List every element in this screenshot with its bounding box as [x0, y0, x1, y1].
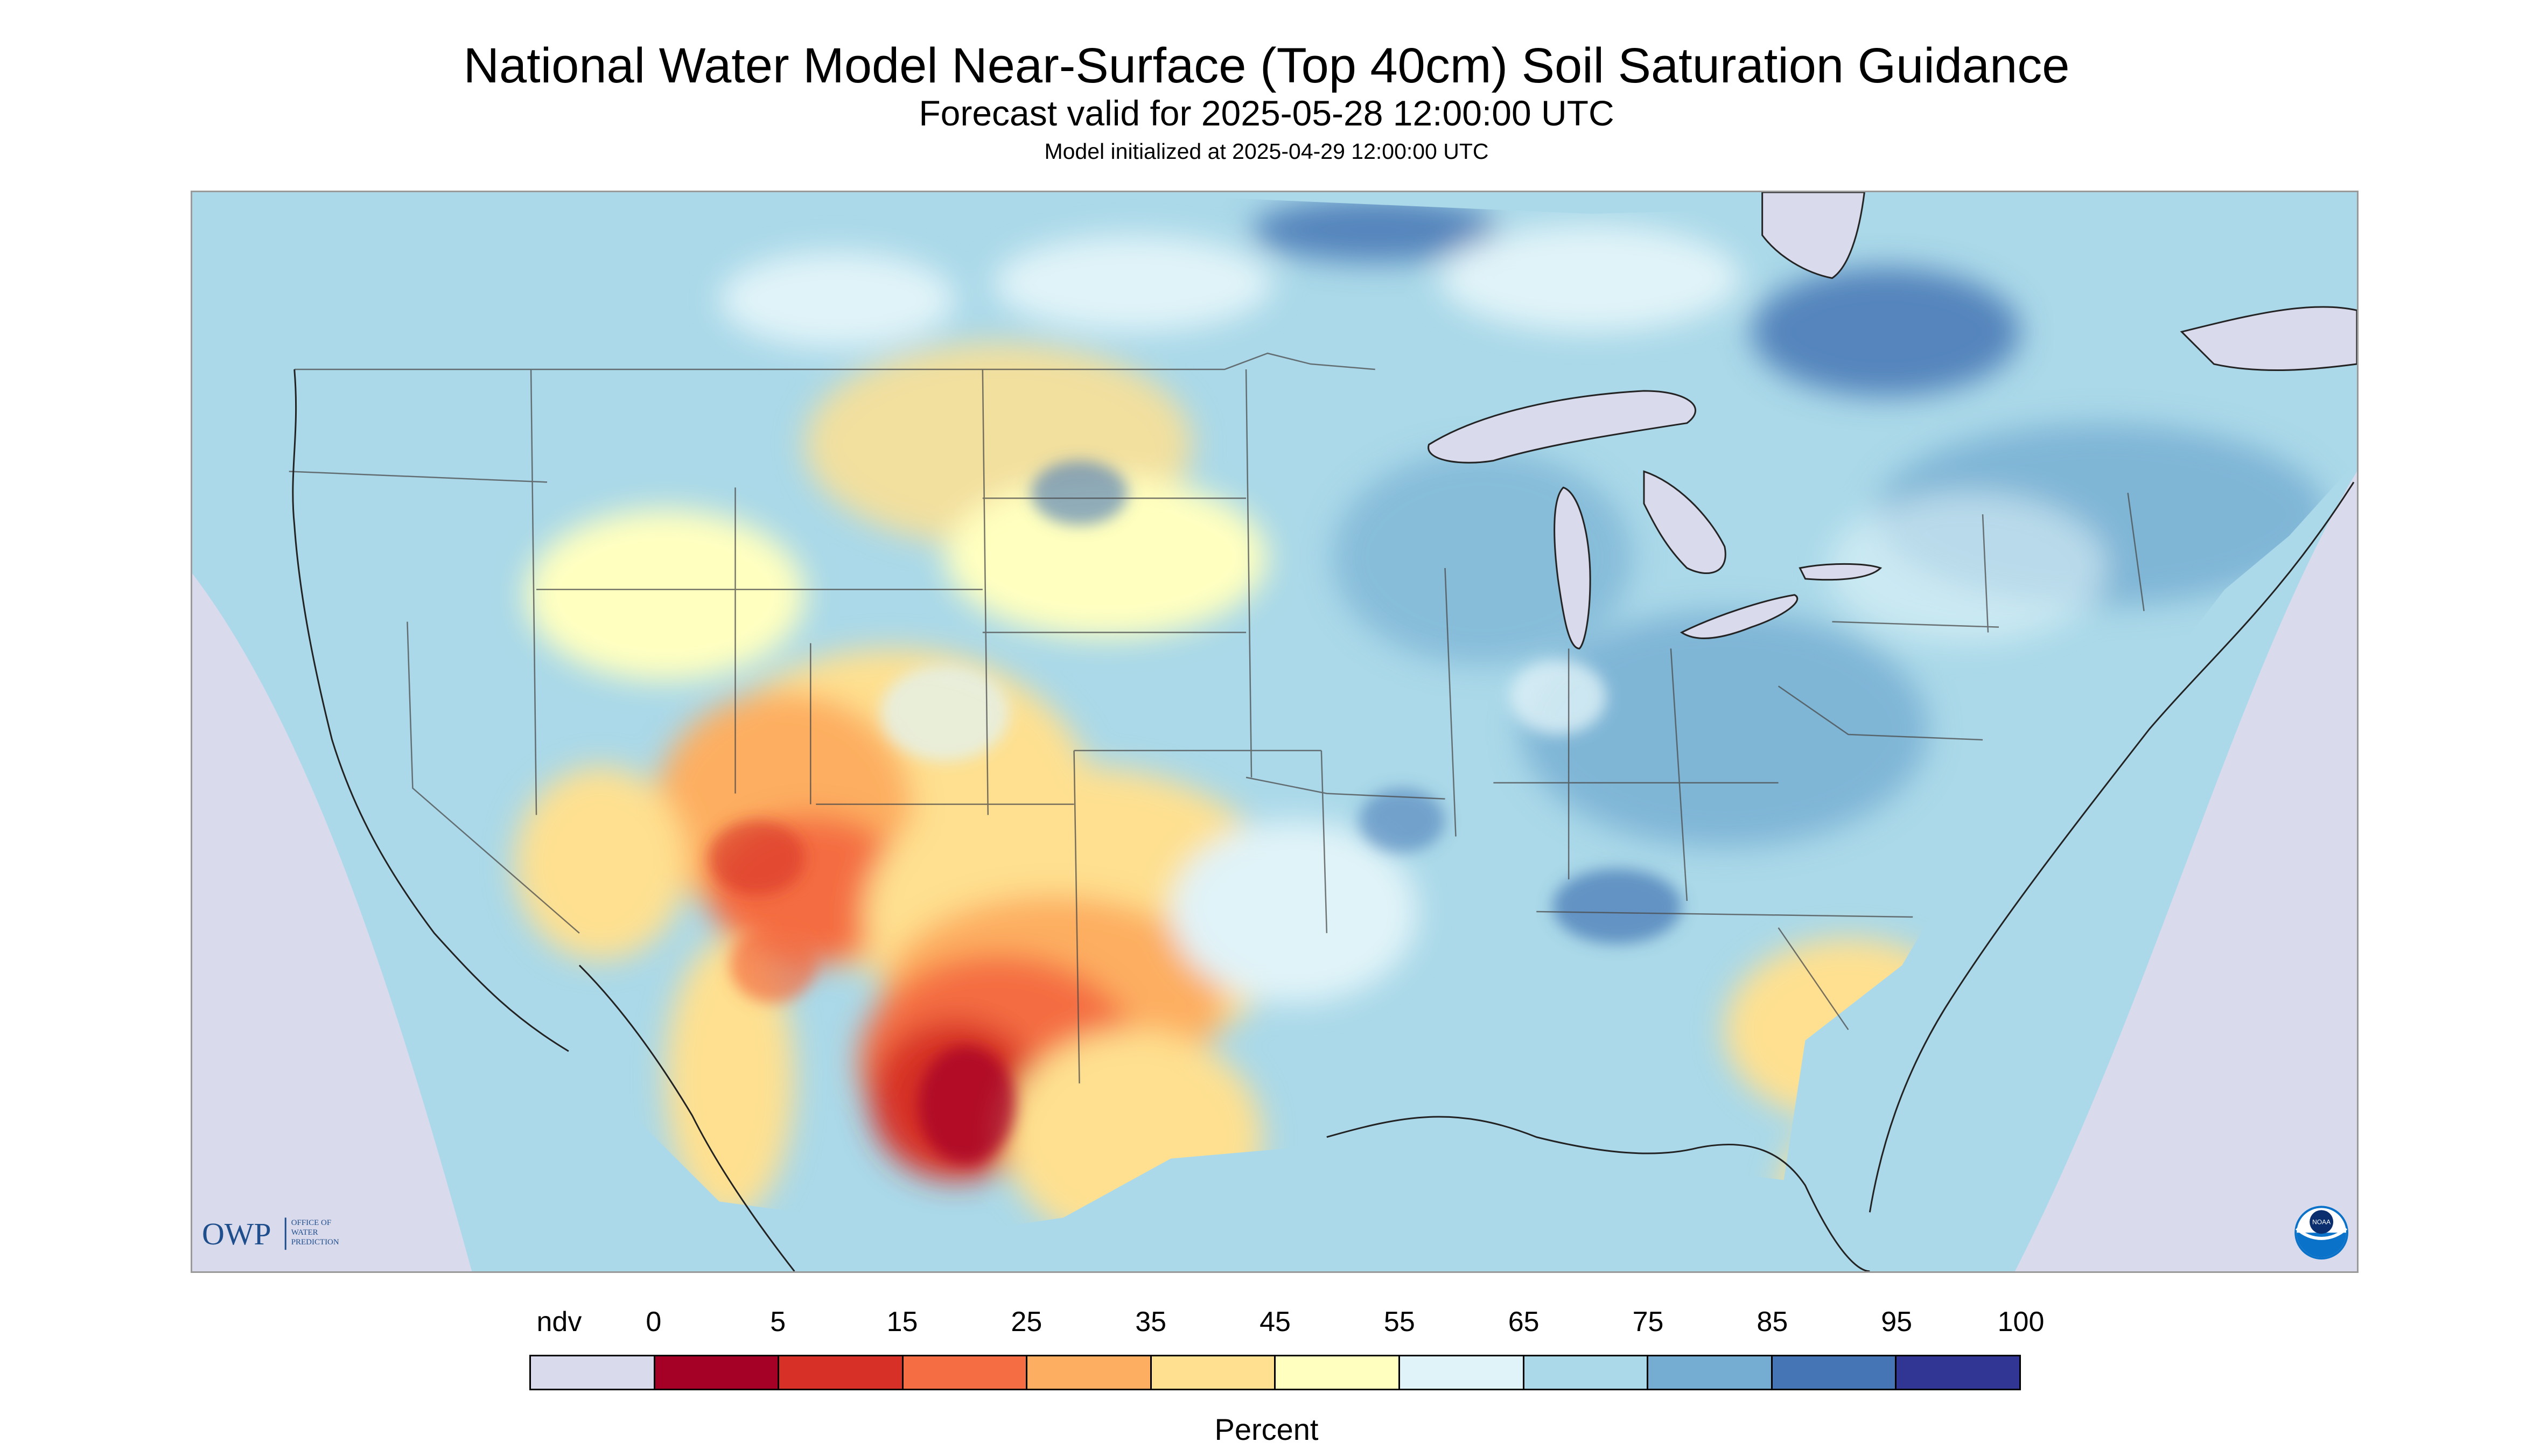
legend-swatch — [1524, 1356, 1649, 1389]
lake-superior — [1428, 390, 1696, 464]
noaa-logo-text: NOAA — [2312, 1218, 2331, 1226]
legend-swatch — [1400, 1356, 1524, 1389]
soil-saturation-map[interactable]: OWP OFFICE OF WATER PREDICTION NOAA — [191, 191, 2359, 1273]
owp-logo: OWP OFFICE OF WATER PREDICTION — [202, 1216, 339, 1251]
legend-tick: 75 — [1632, 1306, 1664, 1338]
map-title: National Water Model Near-Surface (Top 4… — [463, 38, 2070, 93]
legend-tick: 5 — [770, 1306, 786, 1338]
legend-swatch — [1027, 1356, 1152, 1389]
forecast-valid-subtitle: Forecast valid for 2025-05-28 12:00:00 U… — [919, 93, 1614, 133]
map-canvas: OWP OFFICE OF WATER PREDICTION NOAA — [192, 192, 2357, 1271]
legend-swatch — [531, 1356, 655, 1389]
legend-swatch — [1772, 1356, 1897, 1389]
color-legend — [529, 1355, 2021, 1390]
legend-swatch — [779, 1356, 904, 1389]
owp-logo-mark: OWP — [202, 1216, 271, 1251]
legend-tick: ndv — [536, 1306, 582, 1338]
state-boundaries — [289, 352, 2145, 1084]
owp-logo-line2: WATER — [291, 1228, 318, 1237]
saturation-field — [515, 197, 2327, 1234]
legend-swatch — [1276, 1356, 1401, 1389]
legend-tick: 85 — [1757, 1306, 1788, 1338]
hudson-bay-area — [1761, 192, 1865, 279]
lake-erie — [1680, 594, 1799, 639]
legend-unit-label: Percent — [1214, 1412, 1319, 1446]
land-area — [192, 192, 2357, 1271]
legend-tick: 55 — [1383, 1306, 1415, 1338]
legend-tick: 65 — [1508, 1306, 1540, 1338]
legend-tick: 0 — [646, 1306, 662, 1338]
legend-tick: 45 — [1259, 1306, 1291, 1338]
lakes-and-ocean — [1428, 192, 2357, 649]
lake-huron — [1643, 470, 1726, 575]
legend-swatch — [1151, 1356, 1276, 1389]
noaa-logo: NOAA — [2294, 1206, 2349, 1260]
legend-swatch — [655, 1356, 780, 1389]
legend-swatch — [1648, 1356, 1773, 1389]
owp-logo-line1: OFFICE OF — [291, 1219, 331, 1227]
owp-logo-line3: PREDICTION — [291, 1238, 339, 1247]
legend-tick: 35 — [1135, 1306, 1167, 1338]
legend-tick: 15 — [886, 1306, 918, 1338]
legend-swatch — [903, 1356, 1028, 1389]
model-init-subtitle: Model initialized at 2025-04-29 12:00:00… — [1044, 139, 1489, 164]
gulf-of-st-lawrence — [2180, 306, 2357, 372]
legend-swatch — [1897, 1356, 2019, 1389]
legend-tick: 95 — [1881, 1306, 1913, 1338]
legend-tick: 25 — [1011, 1306, 1042, 1338]
legend-tick: 100 — [1997, 1306, 2045, 1338]
lake-ontario — [1799, 563, 1883, 581]
lake-michigan — [1554, 486, 1591, 649]
coastlines — [292, 369, 2355, 1271]
